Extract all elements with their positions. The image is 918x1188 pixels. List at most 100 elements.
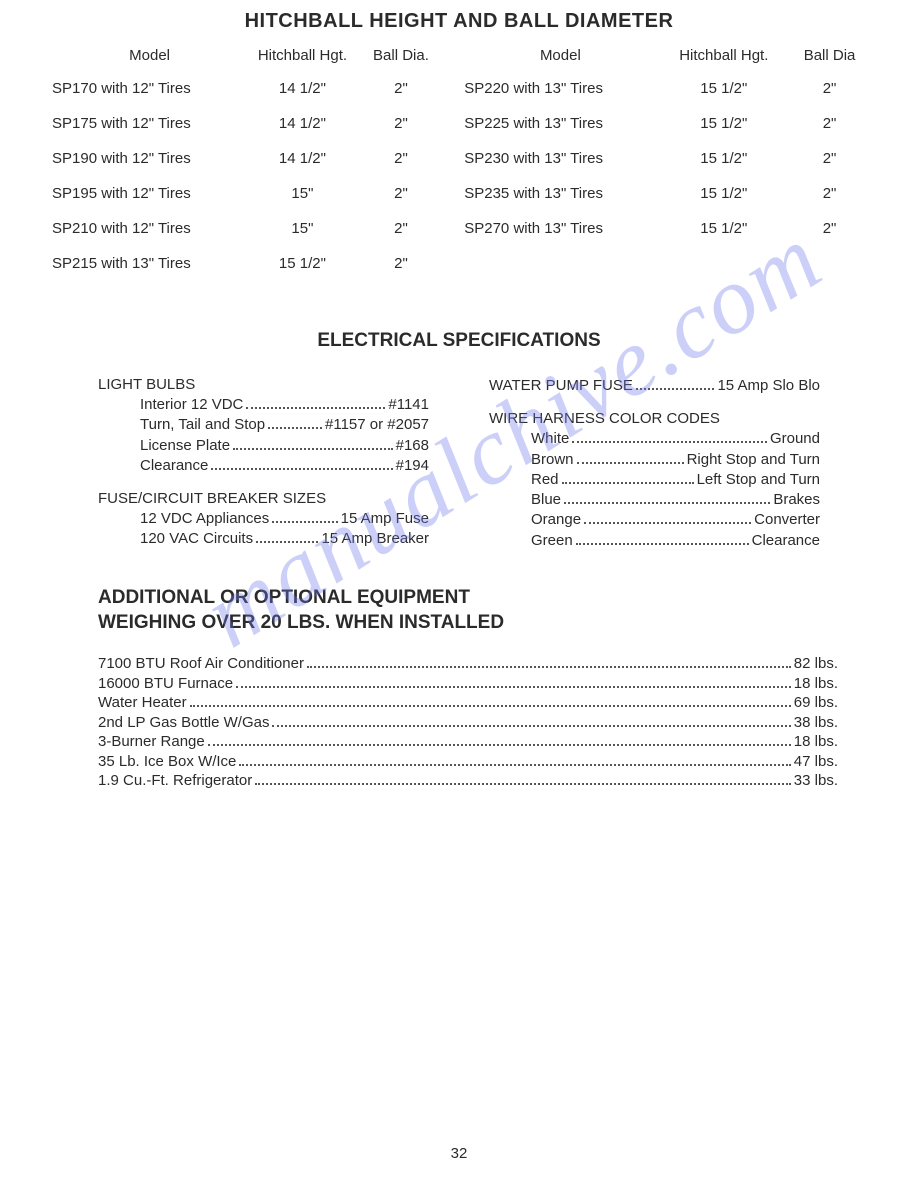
- cell-model: SP195 with 12" Tires: [50, 185, 247, 202]
- spec-label: Brown: [531, 450, 574, 470]
- spec-label: 120 VAC Circuits: [140, 529, 253, 549]
- dot-leader: [268, 427, 322, 429]
- cell-hgt: 15 1/2": [657, 185, 792, 202]
- col-model-left: Model: [50, 47, 247, 64]
- cell-hgt: 15 1/2": [247, 255, 358, 272]
- dot-leader: [255, 783, 791, 785]
- table-row: SP215 with 13" Tires 15 1/2" 2": [50, 255, 868, 272]
- spec-label: License Plate: [140, 436, 230, 456]
- equipment-weight: 18 lbs.: [794, 674, 838, 694]
- spec-label: White: [531, 429, 569, 449]
- spec-value: 15 Amp Fuse: [341, 509, 429, 529]
- cell-hgt: 15 1/2": [657, 220, 792, 237]
- dot-leader: [211, 468, 392, 470]
- equipment-weight: 47 lbs.: [794, 752, 838, 772]
- dot-leader: [256, 541, 318, 543]
- light-bulbs-head: LIGHT BULBS: [98, 376, 429, 393]
- cell-hgt: 14 1/2": [247, 115, 358, 132]
- table-row: SP170 with 12" Tires 14 1/2" 2" SP220 wi…: [50, 80, 868, 97]
- spec-label: Green: [531, 531, 573, 551]
- equipment-line: 1.9 Cu.-Ft. Refrigerator 33 lbs.: [98, 771, 838, 791]
- dot-leader: [562, 482, 694, 484]
- cell-hgt: 15 1/2": [657, 150, 792, 167]
- spec-label: Orange: [531, 510, 581, 530]
- dot-leader: [272, 725, 790, 727]
- col-hgt-right: Hitchball Hgt.: [657, 47, 792, 64]
- cell-dia: 2": [791, 185, 868, 202]
- spec-value: Clearance: [752, 531, 820, 551]
- equipment-label: 1.9 Cu.-Ft. Refrigerator: [98, 771, 252, 791]
- equipment-line: 2nd LP Gas Bottle W/Gas 38 lbs.: [98, 713, 838, 733]
- equipment-label: 16000 BTU Furnace: [98, 674, 233, 694]
- equipment-line: Water Heater69 lbs.: [98, 693, 838, 713]
- hitchball-header: Model Hitchball Hgt. Ball Dia. Model Hit…: [50, 47, 868, 64]
- cell-model: SP235 with 13" Tires: [444, 185, 656, 202]
- spec-line: Orange Converter: [531, 510, 820, 530]
- spec-line: WATER PUMP FUSE15 Amp Slo Blo: [489, 376, 820, 396]
- spec-line: 120 VAC Circuits 15 Amp Breaker: [140, 529, 429, 549]
- spec-value: Converter: [754, 510, 820, 530]
- electrical-section: LIGHT BULBS Interior 12 VDC #1141 Turn, T…: [50, 376, 868, 551]
- table-row: SP175 with 12" Tires 14 1/2" 2" SP225 wi…: [50, 115, 868, 132]
- equipment-weight: 33 lbs.: [794, 771, 838, 791]
- cell-hgt: 15 1/2": [657, 80, 792, 97]
- spec-value: Brakes: [773, 490, 820, 510]
- hitchball-table: Model Hitchball Hgt. Ball Dia. Model Hit…: [50, 47, 868, 272]
- dot-leader: [564, 502, 770, 504]
- equipment-weight: 38 lbs.: [794, 713, 838, 733]
- dot-leader: [307, 666, 791, 668]
- cell-model: SP190 with 12" Tires: [50, 150, 247, 167]
- spec-line: BlueBrakes: [531, 490, 820, 510]
- cell-dia: 2": [358, 150, 445, 167]
- spec-value: #168: [396, 436, 429, 456]
- table-row: SP195 with 12" Tires 15" 2" SP235 with 1…: [50, 185, 868, 202]
- spec-line: BrownRight Stop and Turn: [531, 450, 820, 470]
- cell-hgt: 15": [247, 185, 358, 202]
- spec-value: #194: [396, 456, 429, 476]
- equipment-label: Water Heater: [98, 693, 187, 713]
- hitchball-title: HITCHBALL HEIGHT AND BALL DIAMETER: [50, 10, 868, 33]
- cell-dia: 2": [791, 150, 868, 167]
- equipment-label: 7100 BTU Roof Air Conditioner: [98, 654, 304, 674]
- cell-dia: 2": [791, 220, 868, 237]
- spec-label: Interior 12 VDC: [140, 395, 243, 415]
- dot-leader: [233, 448, 393, 450]
- dot-leader: [584, 522, 751, 524]
- equipment-line: 7100 BTU Roof Air Conditioner82 lbs.: [98, 654, 838, 674]
- dot-leader: [272, 521, 337, 523]
- optional-title-line1: ADDITIONAL OR OPTIONAL EQUIPMENT: [98, 587, 470, 608]
- wire-harness-head: WIRE HARNESS COLOR CODES: [489, 410, 820, 427]
- equipment-label: 2nd LP Gas Bottle W/Gas: [98, 713, 269, 733]
- spec-line: License Plate #168: [140, 436, 429, 456]
- optional-title: ADDITIONAL OR OPTIONAL EQUIPMENT WEIGHIN…: [98, 585, 868, 636]
- col-dia-left: Ball Dia.: [358, 47, 445, 64]
- cell-hgt: 14 1/2": [247, 80, 358, 97]
- dot-leader: [190, 705, 791, 707]
- spec-label: 12 VDC Appliances: [140, 509, 269, 529]
- col-dia-right: Ball Dia: [791, 47, 868, 64]
- cell-model: SP170 with 12" Tires: [50, 80, 247, 97]
- col-hgt-left: Hitchball Hgt.: [247, 47, 358, 64]
- equipment-label: 35 Lb. Ice Box W/Ice: [98, 752, 236, 772]
- spec-line: White Ground: [531, 429, 820, 449]
- spec-label: Turn, Tail and Stop: [140, 415, 265, 435]
- spec-value: Ground: [770, 429, 820, 449]
- cell-model: [444, 255, 656, 272]
- dot-leader: [246, 407, 385, 409]
- fuse-head: FUSE/CIRCUIT BREAKER SIZES: [98, 490, 429, 507]
- cell-dia: 2": [358, 255, 445, 272]
- equipment-label: 3-Burner Range: [98, 732, 205, 752]
- cell-dia: 2": [358, 220, 445, 237]
- spec-value: #1141: [388, 395, 429, 415]
- spec-line: RedLeft Stop and Turn: [531, 470, 820, 490]
- electrical-right-col: WATER PUMP FUSE15 Amp Slo Blo WIRE HARNE…: [489, 376, 820, 551]
- cell-model: SP230 with 13" Tires: [444, 150, 656, 167]
- spec-value: 15 Amp Breaker: [321, 529, 429, 549]
- cell-model: SP225 with 13" Tires: [444, 115, 656, 132]
- table-row: SP190 with 12" Tires 14 1/2" 2" SP230 wi…: [50, 150, 868, 167]
- equipment-line: 16000 BTU Furnace 18 lbs.: [98, 674, 838, 694]
- dot-leader: [208, 744, 791, 746]
- equipment-weight: 18 lbs.: [794, 732, 838, 752]
- dot-leader: [236, 686, 791, 688]
- cell-hgt: [657, 255, 792, 272]
